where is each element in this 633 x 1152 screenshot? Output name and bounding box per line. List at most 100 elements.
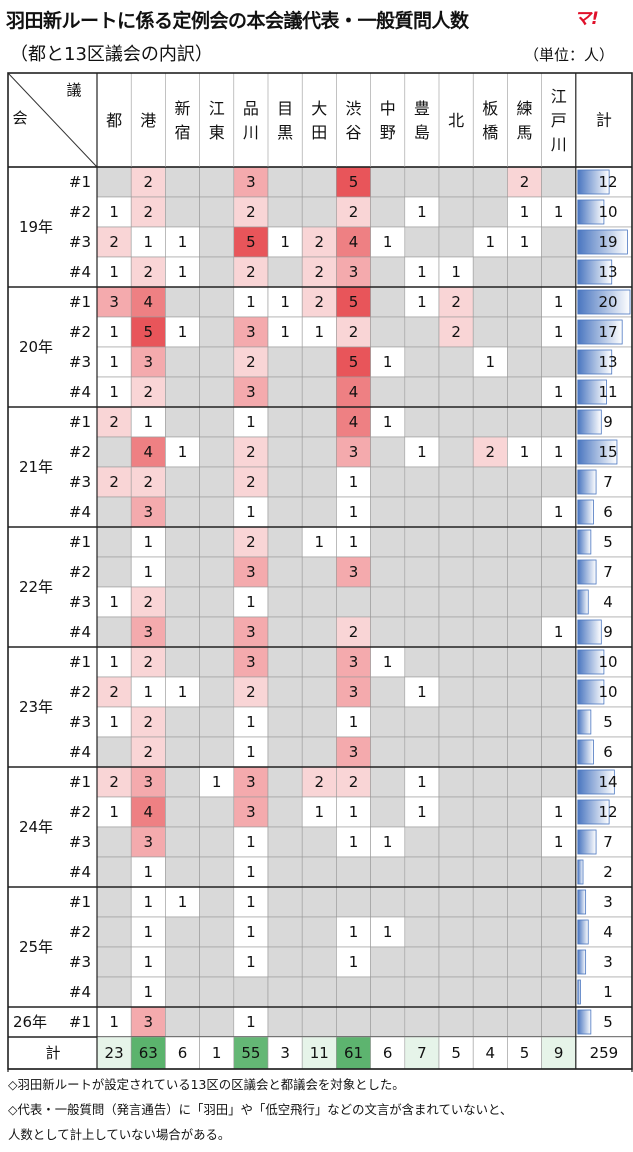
column-total-cell [199, 1036, 235, 1070]
round-label: #2 [69, 203, 91, 221]
round-label: #1 [69, 413, 91, 431]
data-cell [301, 286, 337, 318]
cell-value: 3 [144, 833, 154, 851]
data-cell [438, 766, 474, 798]
column-total-value: 5 [520, 1044, 530, 1062]
data-cell [130, 886, 166, 918]
data-cell [541, 796, 577, 828]
data-cell [404, 916, 440, 948]
data-cell [267, 196, 303, 228]
data-cell [130, 496, 166, 528]
column-total-cell [336, 1036, 371, 1070]
data-cell [199, 556, 235, 588]
data-cell [165, 376, 200, 408]
row-total-value: 7 [603, 473, 613, 491]
total-bar [577, 919, 589, 945]
data-cell [541, 286, 577, 318]
data-cell [130, 316, 166, 348]
cell-value: 1 [417, 683, 427, 701]
data-cell [199, 826, 235, 858]
data-cell [507, 676, 542, 708]
data-cell [404, 466, 440, 498]
data-cell [199, 466, 235, 498]
round-label: #1 [69, 653, 91, 671]
chart-title: 羽田新ルートに係る定例会の本会議代表・一般質問人数 [6, 10, 469, 32]
row-total-value: 9 [603, 413, 613, 431]
data-cell [438, 166, 474, 198]
cell-value: 1 [417, 443, 427, 461]
data-cell [267, 1006, 303, 1038]
cell-value: 5 [349, 173, 359, 191]
row-total-value: 5 [603, 533, 613, 551]
data-cell [301, 586, 337, 618]
cell-value: 3 [144, 623, 154, 641]
data-cell [472, 796, 508, 828]
data-cell [267, 646, 303, 678]
data-cell [404, 226, 440, 258]
data-cell [336, 886, 371, 918]
total-bar [577, 799, 610, 825]
data-cell [438, 946, 474, 978]
data-cell [404, 766, 440, 798]
data-cell [301, 406, 337, 438]
data-cell [301, 316, 337, 348]
data-cell [472, 826, 508, 858]
data-cell [541, 346, 577, 378]
cell-value: 1 [109, 383, 119, 401]
round-label: #2 [69, 443, 91, 461]
data-cell [130, 256, 166, 288]
column-header: 中野 [380, 99, 396, 142]
cell-value: 1 [178, 683, 188, 701]
cell-value: 2 [109, 473, 119, 491]
row-total-value: 13 [598, 263, 617, 281]
data-cell [267, 346, 303, 378]
round-label: #1 [69, 773, 91, 791]
data-cell [507, 736, 542, 768]
data-cell [301, 226, 337, 258]
total-cell [575, 976, 633, 1008]
grand-total-value: 259 [590, 1044, 619, 1062]
cell-value: 3 [144, 1013, 154, 1031]
data-cell [438, 286, 474, 318]
cell-value: 3 [246, 323, 256, 341]
cell-value: 3 [144, 773, 154, 791]
row-total-value: 6 [603, 743, 613, 761]
total-bar [577, 319, 623, 345]
column-header: 目黒 [277, 99, 293, 142]
data-cell [370, 556, 406, 588]
round-label: #3 [69, 233, 91, 251]
cell-value: 2 [315, 293, 325, 311]
cell-value: 1 [178, 233, 188, 251]
data-cell [267, 946, 303, 978]
data-cell [507, 586, 542, 618]
column-total-value: 11 [310, 1044, 329, 1062]
chart-subtitle: （都と13区議会の内訳） [10, 44, 213, 65]
cell-value: 2 [486, 443, 496, 461]
row-total-value: 5 [603, 1013, 613, 1031]
data-cell [472, 646, 508, 678]
data-cell [165, 826, 200, 858]
row-total-value: 12 [598, 803, 617, 821]
round-label: #4 [69, 743, 91, 761]
unit-label: （単位：人） [524, 46, 615, 64]
data-cell [507, 886, 542, 918]
cell-value: 1 [246, 953, 256, 971]
data-cell [404, 1006, 440, 1038]
data-cell [233, 346, 269, 378]
data-cell [370, 496, 406, 528]
cell-value: 1 [554, 203, 564, 221]
data-cell [336, 256, 371, 288]
note-line: ◇羽田新ルートが設定されている13区の区議会と都議会を対象とした。 [8, 1077, 405, 1092]
data-cell [472, 586, 508, 618]
cell-value: 2 [349, 203, 359, 221]
data-cell [541, 706, 577, 738]
data-cell [370, 286, 406, 318]
total-bar [577, 559, 597, 585]
cell-value: 1 [246, 593, 256, 611]
data-cell [438, 1006, 474, 1038]
data-cell [301, 556, 337, 588]
data-cell [472, 406, 508, 438]
data-cell [165, 556, 200, 588]
data-cell [336, 226, 371, 258]
round-label: #4 [69, 503, 91, 521]
